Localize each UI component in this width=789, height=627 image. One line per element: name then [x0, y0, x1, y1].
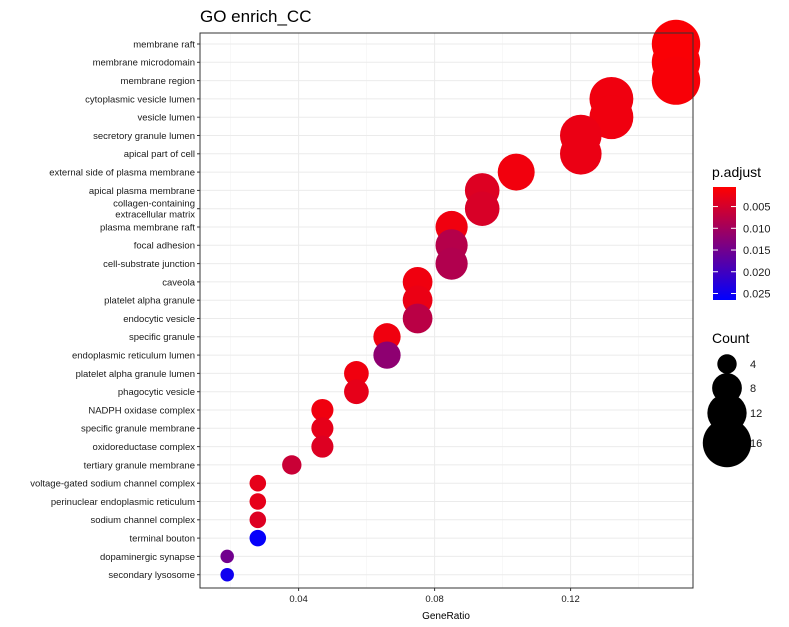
y-tick-label: endoplasmic reticulum lumen: [72, 351, 195, 362]
data-point: [435, 247, 468, 280]
y-tick-label: focal adhesion: [134, 241, 195, 252]
y-tick-label: perinuclear endoplasmic reticulum: [51, 497, 195, 508]
size-legend-symbol: [717, 354, 737, 374]
color-legend-label: 0.005: [743, 202, 771, 214]
color-legend-label: 0.020: [743, 267, 771, 279]
x-axis-ticks: 0.04 0.08 0.12: [289, 588, 580, 605]
x-tick-label: 0.12: [561, 594, 580, 605]
color-legend-label: 0.010: [743, 223, 771, 235]
color-legend-bar: [713, 187, 736, 300]
y-tick-label: external side of plasma membrane: [49, 168, 195, 179]
plot-border: [199, 32, 694, 589]
data-point: [344, 379, 369, 405]
color-legend-title: p.adjust: [712, 164, 761, 180]
y-tick-label: vesicle lumen: [137, 113, 195, 124]
data-point: [589, 95, 634, 140]
y-tick-label: specific granule: [129, 332, 195, 343]
chart-title: GO enrich_CC: [200, 7, 311, 26]
data-point: [559, 132, 602, 175]
y-tick-label: phagocytic vesicle: [118, 387, 195, 398]
size-legend-symbol: [702, 418, 752, 468]
y-tick-label: caveola: [162, 277, 195, 288]
color-legend: p.adjust 0.005 0.010 0.015 0.020 0.025: [712, 164, 771, 300]
y-tick-label: tertiary granule membrane: [84, 460, 195, 471]
data-point: [402, 303, 433, 334]
x-tick-label: 0.08: [425, 594, 444, 605]
y-tick-label: platelet alpha granule: [104, 296, 195, 307]
y-tick-label: membrane raft: [133, 39, 195, 50]
data-point: [282, 455, 302, 475]
data-point: [373, 341, 401, 369]
y-tick-label: dopaminergic synapse: [100, 552, 195, 563]
data-point: [249, 511, 267, 529]
data-point: [497, 153, 535, 191]
y-tick-label: specific granule membrane: [81, 424, 195, 435]
y-tick-label: endocytic vesicle: [123, 314, 195, 325]
data-point: [249, 493, 267, 510]
y-tick-label: oxidoreductase complex: [93, 442, 196, 453]
data-point: [249, 474, 267, 492]
y-tick-label: apical part of cell: [124, 149, 195, 160]
plot-area: [199, 19, 701, 589]
data-point: [311, 417, 334, 440]
y-tick-label: sodium channel complex: [90, 515, 195, 526]
data-point: [344, 361, 369, 386]
data-point: [249, 529, 267, 547]
y-axis-labels: membrane raft membrane microdomain membran…: [30, 39, 200, 581]
y-tick-label: cell-substrate junction: [103, 259, 195, 270]
x-axis-label: GeneRatio: [422, 611, 470, 622]
size-legend-title: Count: [712, 330, 749, 346]
size-legend-label: 12: [750, 408, 762, 420]
data-point: [311, 435, 334, 458]
y-tick-label: platelet alpha granule lumen: [76, 369, 195, 380]
y-tick-label: collagen-containing extracellular matrix: [113, 199, 195, 221]
data-point: [651, 56, 701, 105]
y-tick-label: terminal bouton: [130, 534, 195, 545]
y-tick-label: secretory granule lumen: [93, 131, 195, 142]
size-legend-label: 4: [750, 359, 756, 371]
data-point: [220, 567, 234, 582]
y-tick-label: voltage-gated sodium channel complex: [30, 479, 195, 490]
data-point: [464, 191, 500, 226]
size-legend: Count 4 8 12 16: [702, 330, 762, 468]
color-legend-label: 0.025: [743, 288, 771, 300]
size-legend-label: 16: [750, 438, 762, 450]
size-legend-label: 8: [750, 383, 756, 395]
data-point: [311, 398, 334, 422]
y-tick-label: plasma membrane raft: [100, 222, 195, 233]
color-legend-label: 0.015: [743, 245, 771, 257]
x-tick-label: 0.04: [289, 594, 308, 605]
data-point: [220, 549, 234, 564]
y-tick-label: cytoplasmic vesicle lumen: [85, 94, 195, 105]
y-tick-label: secondary lysosome: [108, 570, 195, 581]
y-tick-label: NADPH oxidase complex: [88, 405, 195, 416]
y-tick-label: membrane microdomain: [93, 58, 195, 69]
y-tick-label: membrane region: [121, 76, 195, 87]
y-tick-label: apical plasma membrane: [89, 186, 195, 197]
